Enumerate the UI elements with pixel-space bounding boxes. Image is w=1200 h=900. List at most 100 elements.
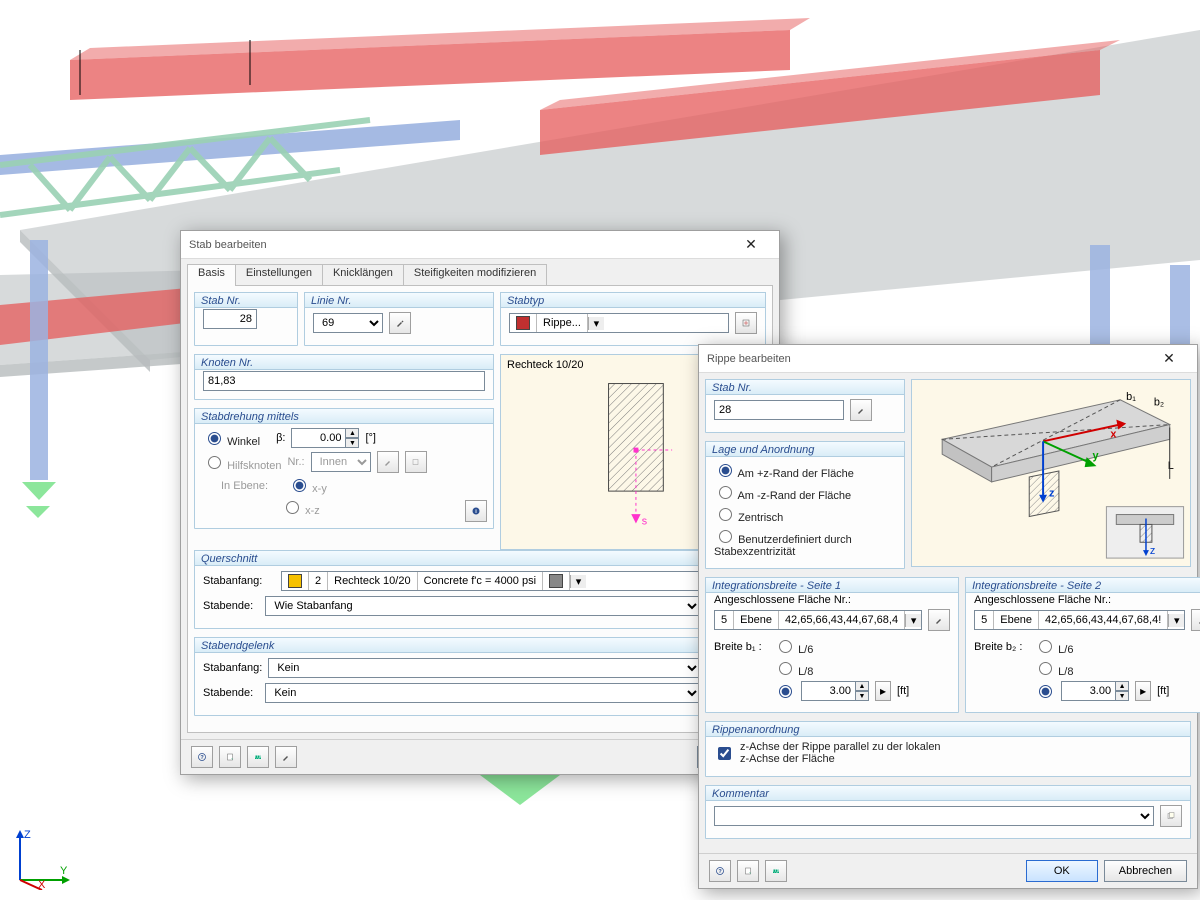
- units-icon-2[interactable]: 0.00: [765, 860, 787, 882]
- label-winkel: Winkel: [227, 436, 260, 448]
- input-stab-nr[interactable]: [203, 309, 257, 329]
- select-linie-nr[interactable]: 69: [313, 313, 383, 333]
- label-seite2: Integrationsbreite - Seite 2: [965, 577, 1200, 593]
- label-stabtyp: Stabtyp: [500, 292, 766, 308]
- axes-widget: Z Y X: [10, 826, 74, 890]
- radio-hilfsknoten[interactable]: [208, 456, 221, 469]
- input-knoten-nr[interactable]: [203, 371, 485, 391]
- svg-text:x: x: [1110, 428, 1116, 440]
- rib-preview: x y z b₁ b₂ L z: [911, 379, 1191, 567]
- tab-knicklaengen[interactable]: Knicklängen: [322, 264, 404, 286]
- radio-b2-l6[interactable]: [1039, 640, 1052, 653]
- dialog-stab-bearbeiten: Stab bearbeiten ✕ Basis Einstellungen Kn…: [180, 230, 780, 775]
- radio-lage-1[interactable]: [719, 486, 732, 499]
- input-r-stabnr[interactable]: [714, 400, 844, 420]
- titlebar-2[interactable]: Rippe bearbeiten ✕: [699, 345, 1197, 373]
- stabtyp-options-icon[interactable]: [735, 312, 757, 334]
- select-sg-ende[interactable]: Kein: [265, 683, 701, 703]
- svg-text:y: y: [1093, 450, 1099, 462]
- pick-node-icon: [377, 451, 399, 473]
- notes-icon-2[interactable]: [737, 860, 759, 882]
- radio-b1-l6[interactable]: [779, 640, 792, 653]
- pick-line-icon[interactable]: [389, 312, 411, 334]
- spin-b1[interactable]: ▲▼: [801, 681, 869, 701]
- beam: [0, 120, 460, 175]
- label-stab-nr: Stab Nr.: [194, 292, 298, 308]
- pick-member-icon[interactable]: [850, 399, 872, 421]
- pick-icon[interactable]: [275, 746, 297, 768]
- label-zachse: z-Achse der Rippe parallel zu der lokale…: [740, 741, 950, 765]
- select-qs-stabende[interactable]: Wie Stabanfang: [265, 596, 701, 616]
- select-sg-anfang[interactable]: Kein: [268, 658, 701, 678]
- radio-b1-custom[interactable]: [779, 685, 792, 698]
- dialog-footer: ? 0.00 OK: [181, 739, 779, 774]
- units-icon[interactable]: 0.00: [247, 746, 269, 768]
- radio-lage-2[interactable]: [719, 508, 732, 521]
- svg-text:z: z: [1150, 545, 1155, 557]
- label-knoten-nr: Knoten Nr.: [194, 354, 494, 370]
- pick-surface-2-icon[interactable]: [1191, 609, 1200, 631]
- select-qs-stabanfang[interactable]: 2 Rechteck 10/20 Concrete f'c = 4000 psi…: [281, 571, 701, 591]
- dialog-footer-2: ? 0.00 OK Abbrechen: [699, 853, 1197, 888]
- kommentar-lib-icon[interactable]: [1160, 805, 1182, 827]
- radio-lage-3[interactable]: [719, 530, 732, 543]
- info-icon[interactable]: i: [465, 500, 487, 522]
- radio-b2-custom[interactable]: [1039, 685, 1052, 698]
- radio-b2-l8[interactable]: [1039, 662, 1052, 675]
- spin-b2[interactable]: ▲▼: [1061, 681, 1129, 701]
- radio-lage-0[interactable]: [719, 464, 732, 477]
- select-kommentar[interactable]: [714, 806, 1154, 826]
- tab-strip: Basis Einstellungen Knicklängen Steifigk…: [187, 263, 773, 285]
- svg-text:Z: Z: [24, 829, 31, 841]
- svg-text:s: s: [642, 515, 647, 527]
- label-beta: β:: [276, 432, 285, 444]
- notes-icon[interactable]: [219, 746, 241, 768]
- help-icon[interactable]: ?: [191, 746, 213, 768]
- tab-basis[interactable]: Basis: [187, 264, 236, 286]
- svg-text:z: z: [1049, 488, 1055, 500]
- tab-steifigkeiten[interactable]: Steifigkeiten modifizieren: [403, 264, 547, 286]
- check-zachse[interactable]: [718, 747, 731, 760]
- close-icon[interactable]: ✕: [731, 231, 771, 259]
- svg-text:Y: Y: [60, 865, 68, 877]
- unit-beta: [°]: [365, 432, 376, 444]
- titlebar[interactable]: Stab bearbeiten ✕: [181, 231, 779, 259]
- preview-caption: Rechteck 10/20: [507, 359, 583, 371]
- new-node-icon: [405, 451, 427, 473]
- label-in-ebene: In Ebene:: [221, 480, 268, 492]
- select-ang2[interactable]: 5 Ebene 42,65,66,43,44,67,68,4! ▾: [974, 610, 1185, 630]
- label-hk-nr: Nr.:: [287, 456, 304, 468]
- label-querschnitt: Querschnitt: [194, 550, 766, 566]
- label-ang1: Angeschlossene Fläche Nr.:: [714, 594, 950, 606]
- label-lage: Lage und Anordnung: [705, 441, 905, 457]
- help-icon-2[interactable]: ?: [709, 860, 731, 882]
- close-icon-2[interactable]: ✕: [1149, 345, 1189, 373]
- label-seite1: Integrationsbreite - Seite 1: [705, 577, 959, 593]
- label-rippenanordnung: Rippenanordnung: [705, 721, 1191, 737]
- pick-surface-1-icon[interactable]: [928, 609, 950, 631]
- label-b1: Breite b₁ :: [714, 641, 768, 653]
- svg-text:0.00: 0.00: [254, 755, 262, 761]
- label-b2: Breite b₂ :: [974, 641, 1028, 653]
- swatch-stabtyp: [516, 316, 530, 330]
- b2-step-icon[interactable]: ▸: [1135, 681, 1151, 701]
- svg-text:X: X: [38, 879, 46, 890]
- unit-b2: [ft]: [1157, 685, 1169, 697]
- select-stabtyp[interactable]: Rippe... ▾: [509, 313, 729, 333]
- tab-einstellungen[interactable]: Einstellungen: [235, 264, 323, 286]
- dialog-rippe-bearbeiten: Rippe bearbeiten ✕ Stab Nr. Lage und Ano…: [698, 344, 1198, 889]
- dialog-title-2: Rippe bearbeiten: [707, 353, 1149, 365]
- label-r-stabnr: Stab Nr.: [705, 379, 905, 395]
- radio-winkel[interactable]: [208, 432, 221, 445]
- radio-b1-l8[interactable]: [779, 662, 792, 675]
- label-linie-nr: Linie Nr.: [304, 292, 494, 308]
- spin-beta[interactable]: ▲▼: [291, 428, 359, 448]
- label-sg-ende: Stabende:: [203, 687, 259, 699]
- cancel-button[interactable]: Abbrechen: [1104, 860, 1187, 882]
- label-sg-anfang: Stabanfang:: [203, 662, 262, 674]
- tab-body-basis: Stab Nr. Linie Nr. 69: [187, 285, 773, 733]
- label-stabendgelenk: Stabendgelenk: [194, 637, 766, 653]
- b1-step-icon[interactable]: ▸: [875, 681, 891, 701]
- select-ang1[interactable]: 5 Ebene 42,65,66,43,44,67,68,4 ▾: [714, 610, 922, 630]
- ok-button-2[interactable]: OK: [1026, 860, 1098, 882]
